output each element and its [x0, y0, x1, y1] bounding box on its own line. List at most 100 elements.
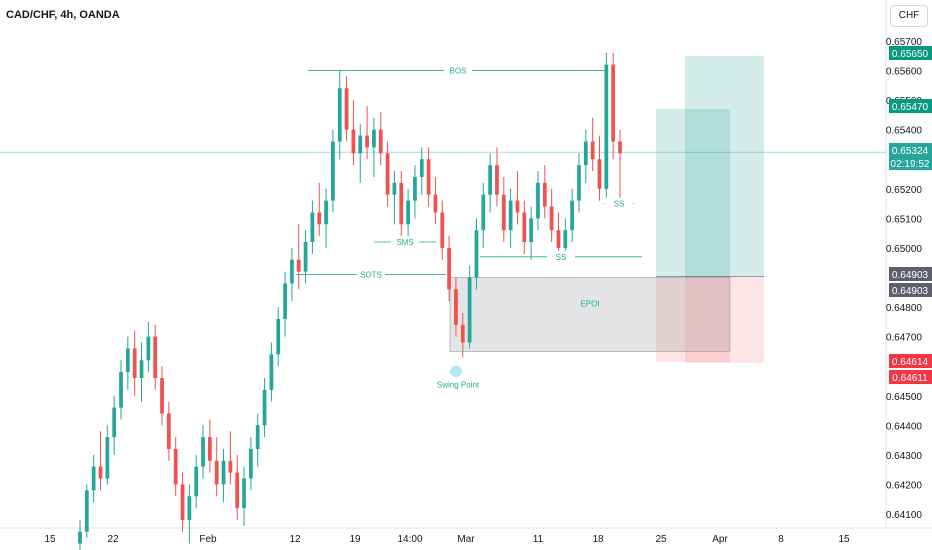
sots-label: SOTS — [360, 271, 382, 280]
candle-body — [522, 212, 527, 243]
candle-body — [365, 135, 369, 148]
currency-button[interactable]: CHF — [890, 5, 928, 27]
price-label-entry — [889, 267, 932, 281]
candle-body — [563, 230, 568, 248]
price-label-target — [889, 46, 932, 60]
candle-body — [153, 336, 158, 379]
candle-body — [160, 378, 164, 414]
candle-body — [351, 129, 356, 154]
x-tick-label: 11 — [533, 534, 544, 545]
candle-body — [139, 360, 144, 379]
y-tick-label: 0.65000 — [886, 244, 923, 255]
epoi-label: EPOI — [580, 299, 599, 308]
candle-body — [460, 324, 465, 343]
y-tick-label: 0.65200 — [886, 185, 923, 196]
candle-body — [488, 165, 493, 195]
symbol-title: CAD/CHF, 4h, OANDA — [6, 9, 120, 21]
candle-body — [146, 336, 151, 361]
price-label-stop — [889, 370, 932, 384]
candle-body — [337, 88, 342, 142]
candle-body — [201, 437, 205, 467]
candle-body — [577, 165, 581, 201]
ss-lower-label-bg — [547, 250, 575, 263]
candle-body — [331, 141, 335, 201]
candle-body — [474, 230, 479, 278]
x-tick-label: 15 — [838, 534, 850, 545]
candle-body — [597, 159, 602, 189]
x-tick-label: Apr — [712, 534, 728, 545]
price-label-text: 02:19:52 — [891, 159, 930, 170]
y-tick-label: 0.64500 — [886, 392, 923, 403]
candle-body — [467, 277, 472, 343]
candle-body — [426, 159, 431, 195]
price-label-entry — [889, 283, 932, 297]
ss-upper-label-bg — [605, 197, 633, 210]
y-tick-label: 0.64200 — [886, 480, 923, 491]
candle-body — [276, 318, 281, 355]
candle-body — [303, 242, 308, 272]
candle-body — [399, 182, 404, 225]
candle-body — [187, 496, 192, 520]
candle-body — [242, 478, 246, 509]
candle-body — [180, 484, 185, 520]
price-label-text: 0.64903 — [892, 286, 929, 297]
y-tick-label: 0.64400 — [886, 421, 923, 432]
price-label-stop — [889, 354, 932, 368]
x-tick-label: 25 — [655, 534, 667, 545]
candle-body — [536, 182, 540, 219]
candle-body — [283, 283, 287, 319]
y-tick-label: 0.65400 — [886, 126, 923, 137]
candle-body — [255, 425, 260, 449]
candle-body — [385, 153, 390, 195]
y-tick-label: 0.64300 — [886, 451, 923, 462]
x-tick-label: 19 — [349, 534, 361, 545]
candle-body — [221, 460, 226, 485]
candle-body — [166, 413, 171, 449]
candle-body — [125, 348, 130, 373]
candle-body — [495, 165, 499, 195]
candle-body — [358, 135, 363, 154]
candle-body — [529, 218, 534, 243]
position-loss-zone[interactable] — [685, 276, 764, 363]
candle-body — [290, 259, 294, 284]
candle-body — [296, 259, 301, 272]
ss-upper-label: SS — [614, 200, 625, 209]
candle-body — [583, 141, 588, 166]
candle-body — [372, 129, 376, 148]
candle-body — [310, 212, 315, 243]
candle-body — [235, 472, 240, 509]
candle-body — [590, 141, 595, 160]
ss-lower-label: SS — [556, 253, 567, 262]
x-tick-label: 14:00 — [397, 534, 422, 545]
x-tick-label: Mar — [457, 534, 475, 545]
candle-body — [84, 490, 89, 532]
candle-body — [508, 200, 513, 231]
y-tick-label: 0.65100 — [886, 214, 923, 225]
bos-label: BOS — [450, 67, 467, 76]
swing-point-marker[interactable] — [450, 365, 462, 378]
candle-body — [214, 460, 219, 485]
candle-body — [556, 230, 561, 248]
position-profit-zone[interactable] — [656, 108, 730, 277]
bos-label-bg — [444, 64, 472, 77]
epoi-zone[interactable] — [449, 277, 731, 352]
candle-body — [119, 372, 123, 408]
candle-body — [173, 448, 178, 485]
position-loss-zone[interactable] — [656, 276, 730, 363]
candle-body — [269, 354, 274, 390]
candle-body — [228, 460, 233, 473]
candle-body — [105, 437, 110, 479]
candle-body — [378, 129, 383, 154]
candle-body — [501, 194, 506, 231]
candle-body — [604, 64, 609, 189]
candle-body — [570, 200, 575, 231]
candle-body — [433, 194, 438, 213]
price-label-current — [889, 143, 932, 157]
candle-body — [440, 212, 445, 248]
sms-label: SMS — [396, 238, 413, 247]
candle-body — [78, 531, 82, 544]
price-label-text: 0.64614 — [892, 357, 929, 368]
y-tick-label: 0.64700 — [886, 333, 923, 344]
position-profit-zone[interactable] — [685, 55, 764, 277]
